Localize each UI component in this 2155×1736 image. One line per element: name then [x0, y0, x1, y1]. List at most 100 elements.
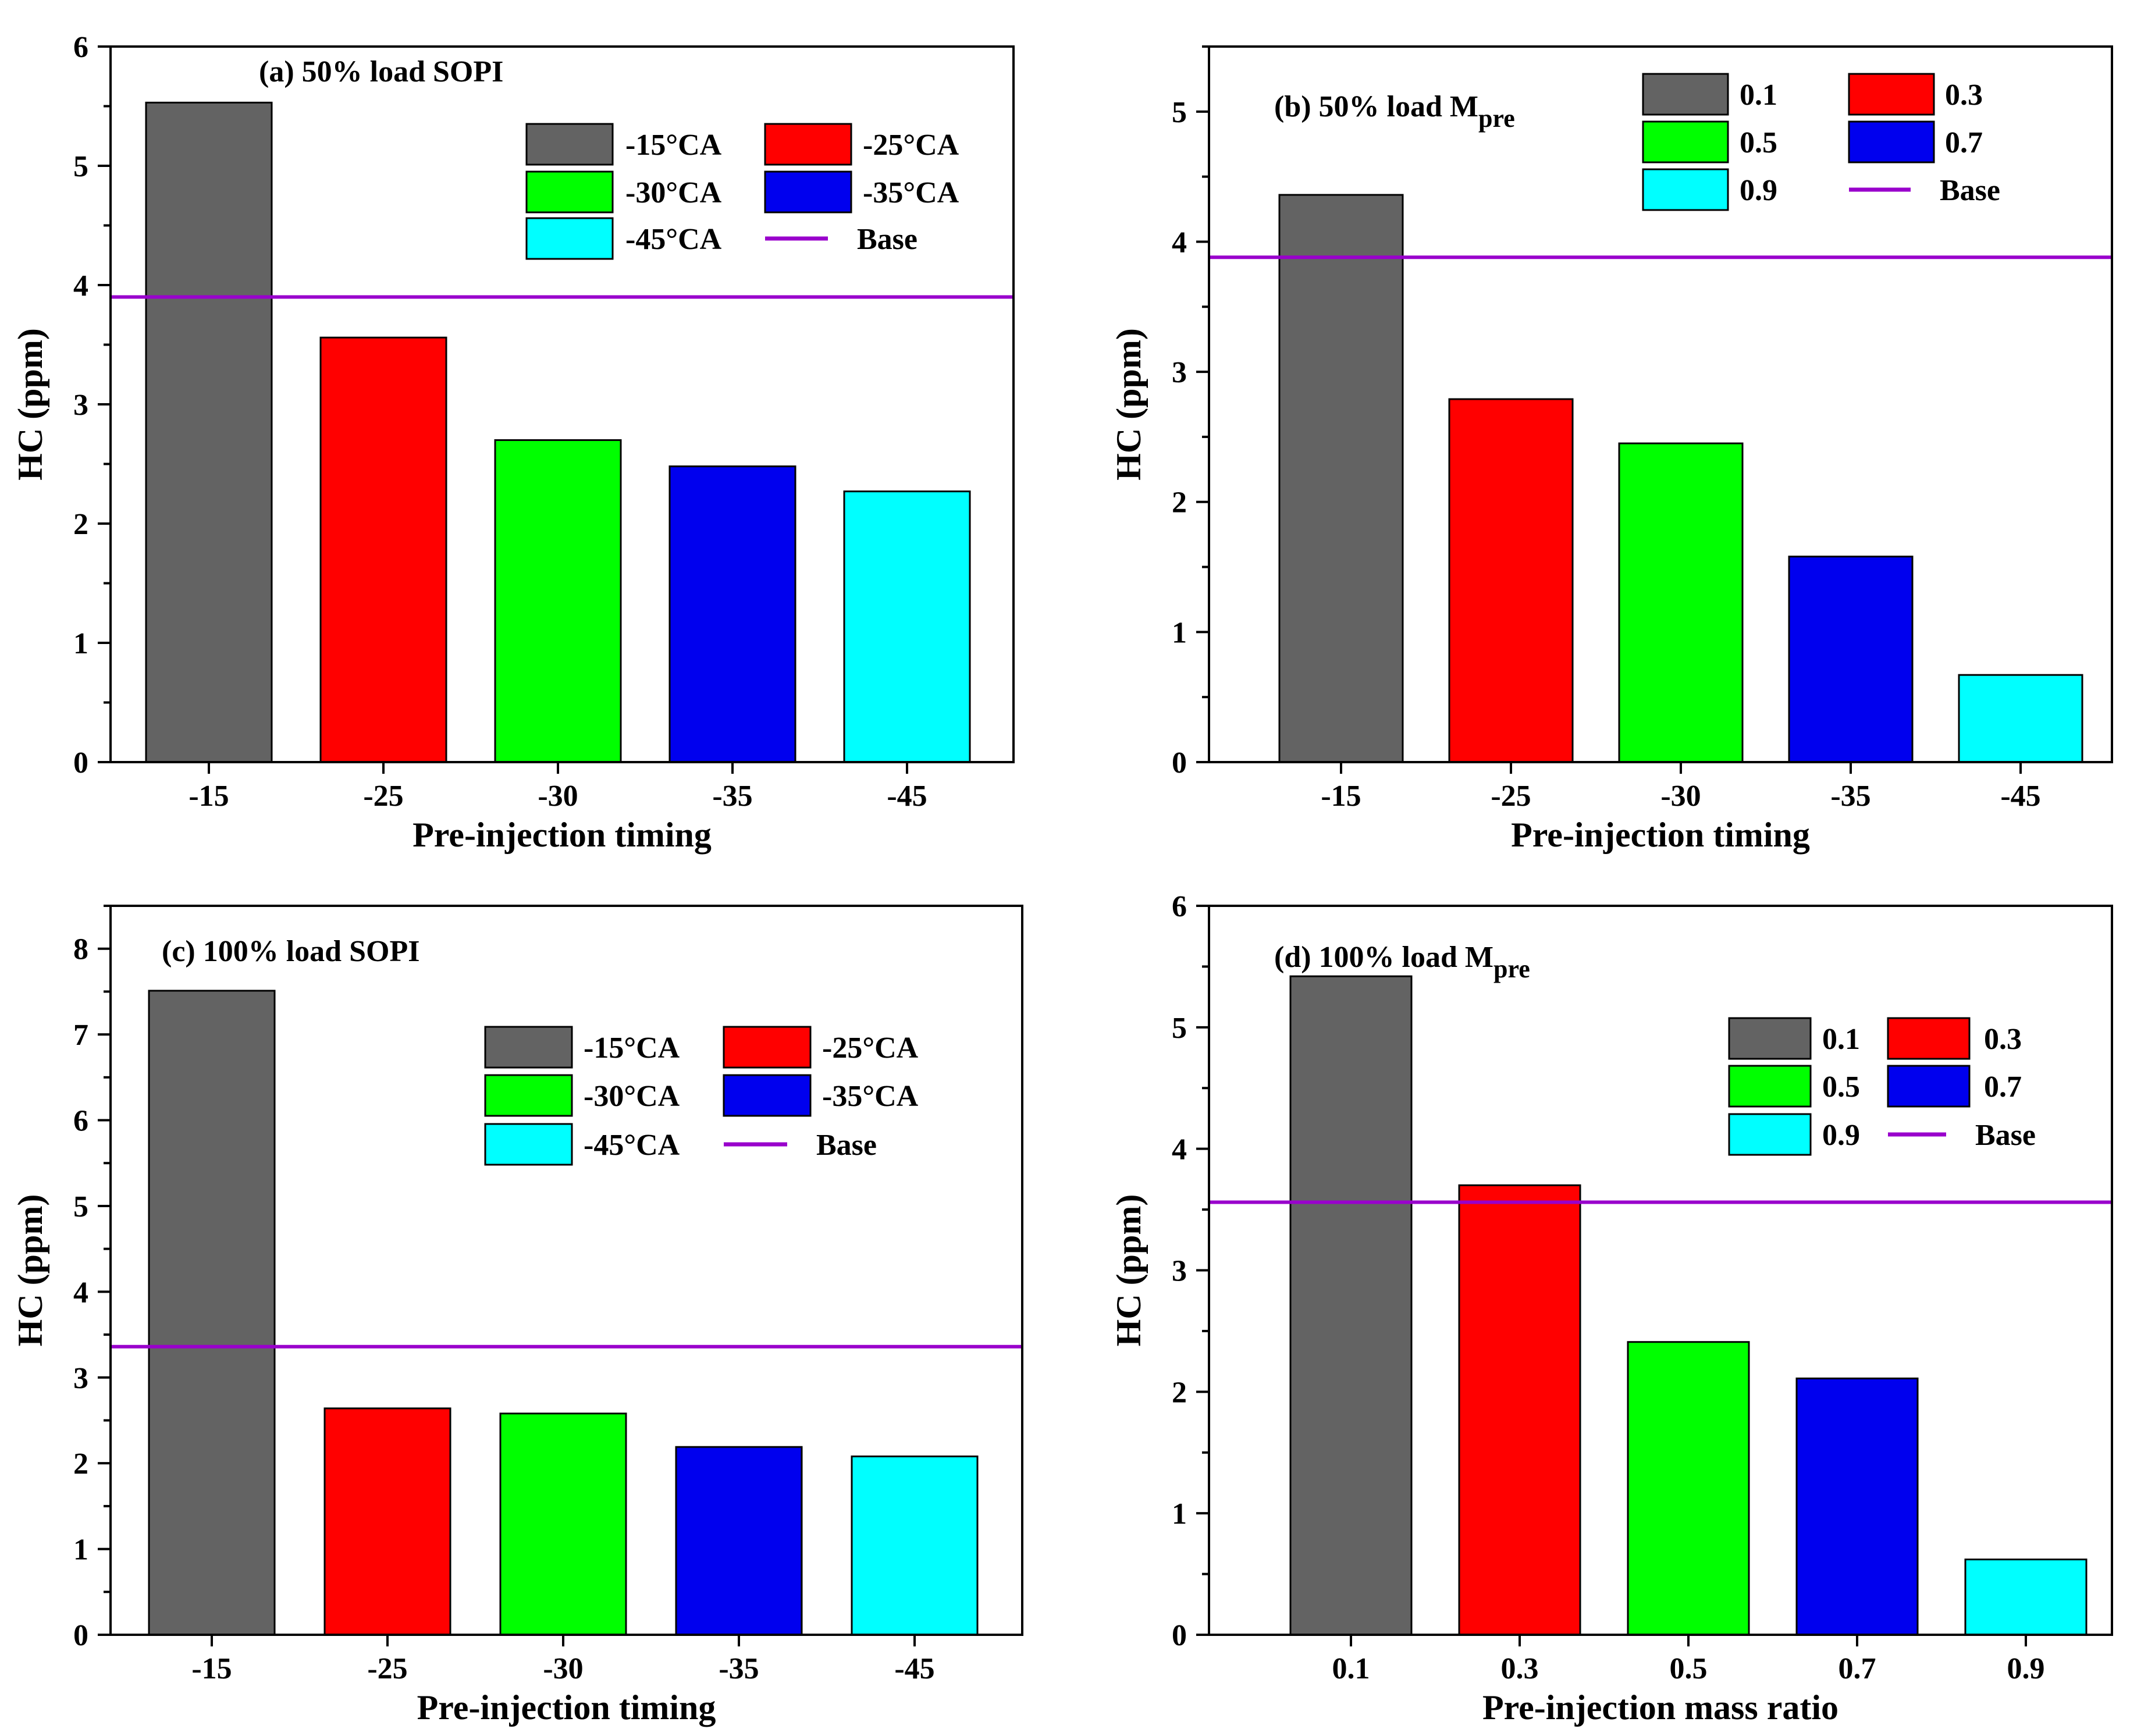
legend-label: 0.1 [1822, 1023, 1860, 1056]
x-axis-title: Pre-injection timing [412, 816, 712, 854]
y-tick-label: 3 [1172, 1255, 1187, 1288]
bar--25 [1448, 398, 1574, 763]
y-tick-label: 1 [73, 627, 88, 660]
legend-swatch [1887, 1065, 1971, 1108]
legend-label: -45°CA [584, 1129, 680, 1162]
legend-label: -45°CA [625, 223, 722, 256]
plot-frame [109, 905, 1023, 1636]
x-tick-label: -25 [1491, 780, 1531, 813]
bar--15 [148, 990, 276, 1636]
y-tick-label: 4 [73, 269, 88, 303]
bar--25 [319, 336, 447, 763]
chart-panel-c: 0 1 2 3 4 5 6 7 8 -15 -25 -30 -35 -45 Pre-injection ti… [11, 905, 1023, 1727]
y-tick-label: 6 [73, 1105, 88, 1138]
bar--35 [675, 1446, 803, 1636]
chart-panel-a: 0 1 2 3 4 5 6 -15 -25 -30 -35 -45 Pre-injection timi… [11, 31, 1015, 854]
legend-label: 0.3 [1984, 1023, 2022, 1056]
legend-swatch [525, 123, 614, 166]
x-tick-label: -45 [2000, 780, 2040, 813]
legend-swatch [764, 123, 852, 166]
panel-title: (c) 100% load SOPI [162, 935, 419, 968]
bar-0.1 [1289, 975, 1413, 1636]
plot-frame [1208, 45, 2113, 763]
y-axis-title: HC (ppm) [1109, 328, 1148, 481]
bar--30 [1618, 442, 1744, 763]
y-tick-label: 6 [73, 31, 88, 64]
legend-label: -30°CA [625, 176, 722, 209]
y-tick-label: 3 [1172, 356, 1187, 389]
legend-label: 0.5 [1822, 1070, 1860, 1104]
y-tick-label: 1 [73, 1534, 88, 1567]
y-axis-title: HC (ppm) [11, 328, 49, 481]
x-tick-label: 0.7 [1838, 1652, 1876, 1685]
y-tick-label: 4 [1172, 1133, 1187, 1166]
legend-label: -30°CA [584, 1080, 680, 1113]
legend: 0.1 0.3 0.5 0.7 0.9 Base [1642, 73, 2000, 211]
panel-title: (b) 50% load Mpre [1274, 90, 1515, 133]
y-tick-label: 2 [73, 1447, 88, 1481]
legend-label: 0.9 [1740, 174, 1777, 207]
x-tick-label: -30 [538, 780, 578, 813]
y-tick-label: 5 [1172, 96, 1187, 129]
legend-label: -25°CA [863, 129, 959, 162]
legend-label: -35°CA [822, 1080, 919, 1113]
x-tick-label: -35 [712, 780, 752, 813]
legend-swatch [1642, 120, 1729, 163]
legend-label-base: Base [1940, 174, 2000, 207]
legend-swatch [1848, 73, 1935, 116]
bar--35 [668, 465, 796, 763]
x-tick-label: -15 [191, 1652, 232, 1685]
y-tick-label: 2 [73, 508, 88, 541]
legend-swatch [484, 1123, 573, 1166]
bar--45 [843, 490, 971, 763]
legend-label: 0.7 [1984, 1070, 2022, 1104]
legend-swatch [723, 1074, 812, 1117]
y-axis-title: HC (ppm) [11, 1194, 49, 1347]
legend-swatch [1642, 73, 1729, 116]
legend-label-base: Base [857, 223, 918, 256]
legend-swatch [1728, 1017, 1812, 1060]
x-tick-label: -15 [189, 780, 229, 813]
legend-label: -15°CA [584, 1031, 680, 1065]
legend: 0.1 0.3 0.5 0.7 0.9 Base [1728, 1017, 2036, 1156]
legend-swatch [525, 217, 614, 260]
y-tick-label: 8 [73, 933, 88, 966]
x-tick-label: -30 [1660, 780, 1701, 813]
bar--30 [494, 439, 622, 763]
bar-0.7 [1795, 1377, 1919, 1636]
x-tick-label: 0.1 [1332, 1652, 1370, 1685]
y-tick-label: 0 [73, 1619, 88, 1652]
y-tick-label: 1 [1172, 1497, 1187, 1531]
x-tick-label: 0.3 [1501, 1652, 1539, 1685]
legend-swatch [525, 170, 614, 214]
y-tick-label: 0 [1172, 746, 1187, 780]
legend-label: -25°CA [822, 1031, 919, 1065]
y-tick-label: 4 [73, 1276, 88, 1309]
x-tick-label: 0.9 [2007, 1652, 2045, 1685]
bar-0.9 [1964, 1559, 2088, 1636]
y-tick-label: 2 [1172, 486, 1187, 520]
legend-swatch [764, 170, 852, 214]
chart-panel-d: 0 1 2 3 4 5 6 0.1 0.3 0.5 0.7 0.9 Pre-injection mass… [1109, 890, 2113, 1727]
legend: -15°CA -25°CA -30°CA -35°CA -45°CA Base [484, 1026, 919, 1166]
x-tick-label: -45 [887, 780, 927, 813]
panel-title: (a) 50% load SOPI [259, 55, 503, 88]
bar--15 [1278, 194, 1404, 763]
x-tick-label: -35 [1830, 780, 1870, 813]
legend-label-base: Base [816, 1129, 877, 1162]
y-tick-label: 3 [73, 389, 88, 422]
bar--30 [499, 1413, 627, 1636]
x-tick-label: -45 [894, 1652, 934, 1685]
legend-swatch [1887, 1017, 1971, 1060]
legend-label: -35°CA [863, 176, 959, 209]
x-axis-title: Pre-injection timing [1511, 816, 1810, 854]
y-tick-label: 2 [1172, 1376, 1187, 1409]
bar-0.3 [1458, 1184, 1581, 1636]
legend-swatch [1642, 168, 1729, 211]
x-tick-label: -35 [719, 1652, 759, 1685]
x-tick-label: -25 [367, 1652, 407, 1685]
bar--45 [1958, 674, 2083, 763]
x-tick-label: -25 [363, 780, 403, 813]
legend-swatch [1728, 1065, 1812, 1108]
legend-swatch [484, 1026, 573, 1069]
